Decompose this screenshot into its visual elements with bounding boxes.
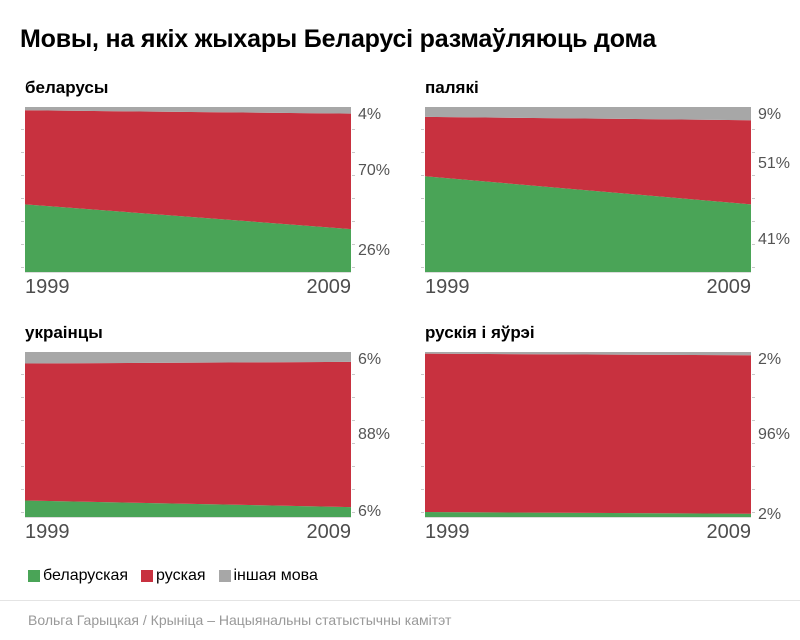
legend-item-belarusian: беларуская [28, 567, 128, 585]
value-label: 51% [758, 154, 791, 172]
area-inshaya-mova [25, 352, 351, 364]
stacked-area-chart [425, 107, 751, 272]
stacked-area-chart [425, 352, 751, 517]
x-tick-2009: 2009 [306, 276, 352, 298]
value-label: 96% [758, 425, 791, 443]
y-axis-ticks-right [752, 352, 755, 517]
y-axis-ticks-left [21, 107, 24, 272]
area-belaruskaya [425, 176, 751, 272]
x-tick-1999: 1999 [425, 521, 470, 543]
area-ruskaya [25, 361, 351, 508]
chart-panel: украінцы 1999 2009 6% 88% 6% [21, 323, 425, 544]
y-axis-ticks-right [352, 107, 355, 272]
y-axis-ticks-left [21, 352, 24, 517]
legend-item-other: іншая мова [218, 567, 318, 585]
x-axis: 1999 2009 [425, 521, 751, 544]
chart-area [421, 107, 755, 273]
legend-swatch-belarusian-icon [28, 570, 40, 582]
y-axis-ticks-right [352, 352, 355, 517]
legend-label-belarusian: беларуская [43, 567, 129, 584]
chart-panel: рускія і яўрэі 1999 2009 2% 96% 2% [421, 323, 800, 544]
value-label: 88% [358, 425, 391, 443]
legend-item-russian: руская [141, 567, 206, 585]
value-label: 6% [358, 503, 382, 521]
area-ruskaya [425, 353, 751, 514]
panel-title: палякі [425, 78, 479, 97]
chart-panel: палякі 1999 2009 9% 51% 41% [421, 78, 800, 299]
area-inshaya-mova [25, 107, 351, 114]
legend: беларуская руская іншая мова [28, 567, 318, 585]
value-label: 9% [758, 106, 782, 123]
chart-area [421, 352, 755, 518]
panel-title: рускія і яўрэі [425, 323, 535, 342]
chart-area [21, 352, 355, 518]
x-tick-2009: 2009 [706, 276, 752, 298]
x-tick-1999: 1999 [25, 521, 70, 543]
value-label: 4% [358, 106, 382, 123]
x-axis: 1999 2009 [25, 276, 351, 299]
area-inshaya-mova [425, 352, 751, 356]
chart-area [21, 107, 355, 273]
legend-label-russian: руская [156, 567, 206, 584]
chart-panel: беларусы 1999 2009 4% 70% 26% [21, 78, 425, 299]
area-ruskaya [25, 110, 351, 230]
legend-swatch-other-icon [218, 570, 231, 582]
panel-title: украінцы [25, 323, 103, 342]
legend-swatch-russian-icon [141, 570, 154, 582]
value-label: 6% [358, 351, 382, 368]
x-axis: 1999 2009 [425, 276, 751, 299]
x-tick-1999: 1999 [25, 276, 70, 298]
area-belaruskaya [425, 512, 751, 517]
value-label: 70% [358, 162, 391, 180]
y-axis-ticks-left [421, 352, 424, 517]
x-tick-2009: 2009 [706, 521, 752, 543]
area-ruskaya [425, 116, 751, 205]
y-axis-ticks-left [421, 107, 424, 272]
panel-title: беларусы [25, 78, 109, 97]
value-label: 2% [758, 506, 782, 524]
area-belaruskaya [25, 500, 351, 517]
x-axis: 1999 2009 [25, 521, 351, 544]
value-label: 41% [758, 230, 791, 248]
y-axis-ticks-right [752, 107, 755, 272]
value-label: 26% [358, 241, 391, 259]
x-tick-1999: 1999 [425, 276, 470, 298]
area-inshaya-mova [425, 107, 751, 121]
legend-label-other: іншая мова [233, 567, 318, 584]
stacked-area-chart [25, 352, 351, 517]
footer-credit: Вольга Гарыцкая / Крыніца – Нацыянальны … [28, 612, 452, 628]
footer-divider [0, 600, 800, 601]
area-belaruskaya [25, 204, 351, 272]
x-tick-2009: 2009 [306, 521, 352, 543]
value-label: 2% [758, 351, 782, 368]
stacked-area-chart [25, 107, 351, 272]
page-title: Мовы, на якіх жыхары Беларусі размаўляюц… [20, 25, 657, 53]
